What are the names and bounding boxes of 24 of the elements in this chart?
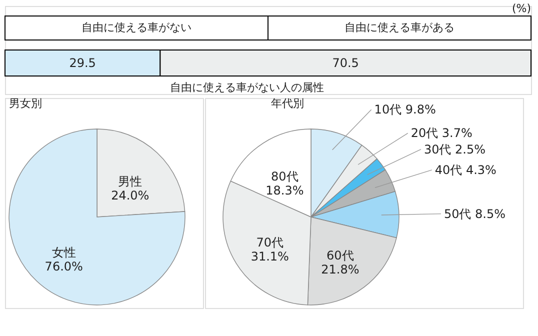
slice-label: 40代 4.3% bbox=[434, 162, 496, 177]
pie-slice bbox=[8, 128, 186, 306]
slice-label: 80代 bbox=[271, 169, 298, 184]
data-label: 21.8% bbox=[321, 262, 360, 277]
slice-label: 10代 9.8% bbox=[374, 102, 436, 117]
text: (%) bbox=[512, 2, 531, 15]
slice-label: 女性 bbox=[52, 245, 76, 260]
series-label: 自由に使える車がある bbox=[344, 21, 454, 34]
data-label: 29.5 bbox=[69, 56, 96, 70]
data-label: 31.1% bbox=[250, 250, 289, 264]
slice-label: 20代 3.7% bbox=[410, 126, 472, 140]
text: 自由に使える車がない人の属性 bbox=[170, 81, 324, 94]
slice-label: 70代 bbox=[256, 236, 284, 250]
slice-label: 男性 bbox=[118, 174, 142, 189]
slice-label: 50代 8.5% bbox=[444, 206, 506, 221]
slice-label: 30代 2.5% bbox=[424, 142, 486, 156]
data-label: 70.5 bbox=[332, 56, 359, 70]
chart-title: 男女別 bbox=[9, 97, 42, 110]
data-label: 18.3% bbox=[266, 183, 304, 198]
chart-title: 年代別 bbox=[271, 97, 304, 110]
series-label: 自由に使える車がない bbox=[82, 21, 192, 34]
data-label: 24.0% bbox=[111, 188, 150, 203]
data-label: 76.0% bbox=[44, 259, 83, 274]
slice-label: 60代 bbox=[326, 248, 354, 263]
